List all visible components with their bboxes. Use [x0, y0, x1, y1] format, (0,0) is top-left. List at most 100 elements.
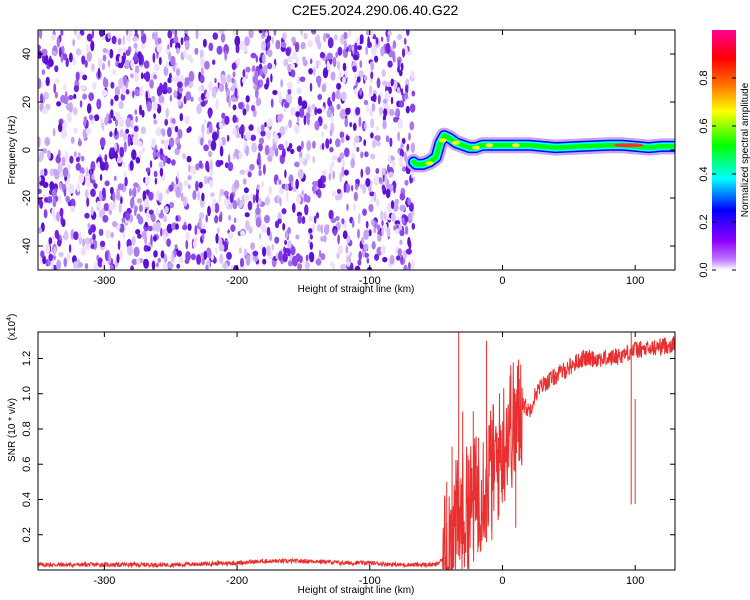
noise-blob: [127, 136, 131, 147]
noise-blob: [243, 187, 249, 194]
noise-blob: [336, 82, 342, 90]
noise-blob: [237, 197, 241, 207]
noise-blob: [201, 192, 205, 202]
noise-blob: [330, 161, 335, 168]
noise-blob: [256, 184, 260, 190]
noise-blob: [152, 32, 156, 40]
noise-blob: [169, 94, 173, 102]
noise-blob: [153, 64, 160, 71]
noise-blob: [212, 32, 219, 40]
noise-blob: [317, 78, 321, 88]
noise-blob: [403, 37, 407, 45]
noise-blob: [129, 160, 134, 171]
noise-blob: [358, 250, 363, 261]
noise-blob: [299, 76, 306, 82]
noise-blob: [84, 263, 89, 270]
noise-blob: [342, 158, 345, 168]
noise-blob: [340, 137, 345, 144]
colorbar-tick-label: 0.2: [698, 214, 710, 229]
noise-blob: [135, 115, 138, 123]
noise-blob: [250, 242, 256, 250]
noise-blob: [285, 124, 289, 131]
noise-blob: [308, 215, 314, 222]
noise-blob: [282, 223, 286, 231]
noise-blob: [141, 230, 147, 240]
noise-blob: [57, 239, 62, 247]
noise-blob: [345, 183, 351, 193]
noise-blob: [340, 91, 347, 102]
noise-blob: [385, 188, 391, 199]
noise-blob: [322, 67, 329, 79]
noise-blob: [361, 250, 366, 258]
noise-blob: [375, 168, 380, 174]
noise-blob: [162, 156, 166, 167]
noise-blob: [259, 79, 264, 88]
noise-blob: [200, 67, 204, 78]
noise-blob: [382, 98, 388, 104]
noise-blob: [171, 30, 176, 34]
noise-blob: [160, 227, 163, 237]
noise-blob: [73, 93, 77, 100]
noise-blob: [91, 174, 95, 180]
noise-blob: [65, 195, 70, 203]
noise-blob: [358, 70, 364, 78]
noise-blob: [218, 214, 223, 223]
noise-blob: [411, 90, 416, 97]
noise-blob: [294, 161, 300, 168]
noise-blob: [120, 196, 123, 205]
noise-blob: [346, 203, 349, 211]
snr-panel: -300 -200 -100 0 100 0.2 0.4 0.6 0.8 1.0 1.2 Heig…: [6, 314, 676, 596]
noise-blob: [78, 137, 81, 147]
noise-blob: [166, 223, 173, 234]
noise-blob: [175, 215, 179, 222]
noise-blob: [363, 99, 369, 106]
noise-blob: [251, 65, 256, 73]
noise-blob: [387, 202, 393, 214]
noise-blob: [251, 142, 257, 153]
noise-blob: [133, 246, 140, 257]
noise-blob: [252, 255, 259, 262]
noise-blob: [163, 232, 166, 243]
noise-blob: [62, 167, 69, 177]
noise-blob: [297, 263, 303, 270]
noise-blob: [133, 43, 138, 49]
noise-blob: [119, 146, 125, 158]
noise-blob: [343, 169, 349, 176]
noise-blob: [38, 78, 42, 89]
noise-blob: [68, 183, 75, 194]
noise-blob: [369, 191, 375, 197]
noise-blob: [239, 169, 246, 175]
noise-blob: [208, 42, 214, 52]
noise-blob: [336, 103, 341, 110]
noise-blob: [58, 123, 63, 133]
noise-blob: [75, 48, 82, 56]
noise-blob: [195, 163, 200, 171]
noise-blob: [225, 81, 228, 92]
noise-blob: [158, 57, 162, 65]
noise-blob: [308, 68, 313, 75]
noise-blob: [363, 75, 368, 81]
noise-blob: [210, 192, 215, 198]
noise-blob: [133, 182, 139, 188]
noise-blob: [125, 30, 129, 36]
noise-blob: [313, 66, 316, 77]
noise-blob: [395, 108, 401, 119]
noise-blob: [164, 118, 169, 126]
noise-blob: [295, 234, 300, 240]
noise-blob: [205, 160, 210, 172]
noise-blob: [314, 34, 321, 45]
noise-blob: [158, 94, 165, 103]
noise-blob: [134, 65, 140, 75]
noise-blob: [397, 248, 402, 257]
noise-blob: [139, 258, 144, 264]
noise-blob: [155, 221, 161, 233]
noise-blob: [203, 250, 208, 260]
noise-blob: [404, 225, 409, 235]
noise-blob: [284, 140, 289, 149]
noise-blob: [303, 32, 308, 40]
noise-blob: [232, 104, 237, 111]
noise-blob: [379, 106, 384, 115]
noise-blob: [136, 213, 141, 220]
noise-blob: [365, 45, 369, 56]
